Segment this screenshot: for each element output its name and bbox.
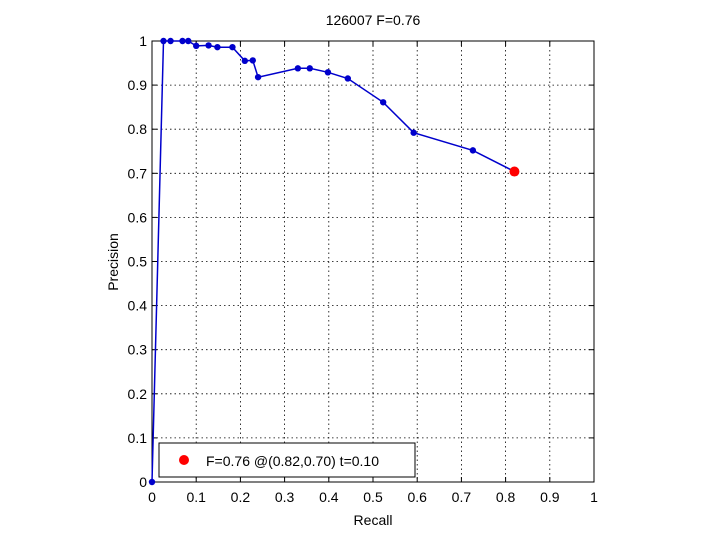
data-point: [294, 65, 302, 72]
x-tick-labels: 0 0.1 0.2 0.3 0.4 0.5 0.6 0.7 0.8 0.9 1: [148, 489, 598, 505]
x-tick-label: 0.1: [186, 489, 206, 505]
y-tick-label: 0.4: [128, 298, 148, 314]
data-point: [379, 99, 387, 106]
legend-label: F=0.76 @(0.82,0.70) t=0.10: [206, 453, 379, 469]
y-tick-label: 0.2: [128, 386, 148, 402]
x-tick-label: 0.8: [496, 489, 516, 505]
y-tick-label: 0.7: [128, 165, 148, 181]
x-tick-label: 0.7: [452, 489, 472, 505]
y-tick-labels: 0 0.1 0.2 0.3 0.4 0.5 0.6 0.7 0.8 0.9 1: [128, 33, 148, 490]
grid-lines: [152, 41, 594, 482]
legend: F=0.76 @(0.82,0.70) t=0.10: [158, 442, 416, 478]
x-axis-label: Recall: [354, 512, 393, 528]
data-point: [193, 42, 200, 50]
y-tick-label: 0: [139, 474, 147, 490]
y-tick-label: 0.8: [128, 121, 148, 137]
y-tick-label: 0.6: [128, 209, 148, 225]
y-tick-label: 1: [139, 33, 147, 49]
data-point: [344, 75, 352, 82]
chart-title: 126007 F=0.76: [326, 12, 421, 28]
x-tick-label: 0: [148, 489, 156, 505]
y-tick-label: 0.9: [128, 77, 148, 93]
y-axis-label: Precision: [105, 233, 121, 291]
data-point: [148, 478, 156, 486]
x-tick-label: 0.6: [407, 489, 427, 505]
x-tick-label: 0.4: [319, 489, 339, 505]
x-tick-label: 0.2: [231, 489, 251, 505]
data-point: [160, 37, 167, 45]
y-tick-label: 0.1: [128, 430, 148, 446]
series-layer: [148, 37, 518, 486]
data-point: [167, 37, 174, 45]
data-point: [229, 43, 236, 51]
data-point: [324, 69, 332, 76]
legend-box: [158, 442, 416, 478]
x-tick-label: 0.5: [363, 489, 383, 505]
data-point: [254, 73, 262, 81]
legend-marker: [179, 455, 189, 465]
y-tick-label: 0.3: [128, 342, 148, 358]
y-tick-label: 0.5: [128, 254, 148, 270]
x-tick-label: 1: [590, 489, 598, 505]
data-point: [185, 37, 192, 45]
best-f-point: [509, 166, 520, 177]
data-point: [469, 147, 477, 154]
x-tick-label: 0.9: [540, 489, 560, 505]
data-point: [241, 57, 249, 65]
data-point: [214, 43, 221, 51]
data-point: [179, 37, 186, 45]
data-point: [410, 129, 417, 136]
x-tick-label: 0.3: [275, 489, 295, 505]
highlight-layer: [509, 166, 520, 177]
data-point: [249, 57, 256, 64]
data-point: [306, 65, 313, 72]
data-point: [205, 42, 212, 49]
